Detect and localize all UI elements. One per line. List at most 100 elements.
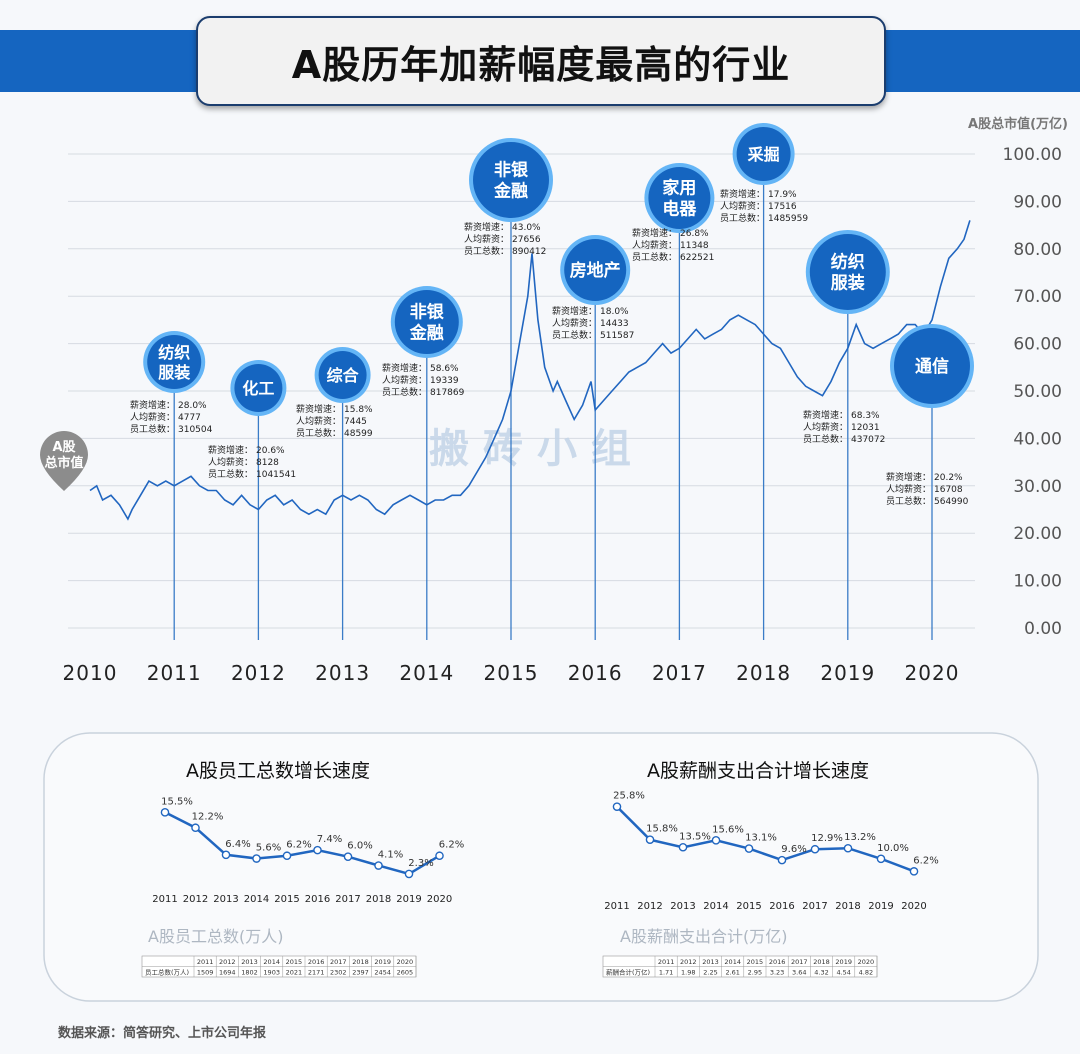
mini-data-label: 12.9% bbox=[811, 833, 843, 844]
mini-x-tick: 2017 bbox=[802, 901, 827, 912]
mini-table-value: 2.25 bbox=[703, 969, 717, 977]
mini-point bbox=[810, 844, 820, 854]
x-tick-label: 2019 bbox=[820, 661, 875, 685]
industry-label: 金融 bbox=[409, 323, 444, 344]
x-tick-label: 2018 bbox=[736, 661, 791, 685]
y-tick-label: 50.00 bbox=[1013, 382, 1062, 402]
mini-table-value: 2.95 bbox=[748, 969, 762, 977]
info-value: 1485959 bbox=[768, 214, 808, 224]
mini-x-tick: 2014 bbox=[244, 894, 269, 905]
mini-table-year: 2015 bbox=[747, 958, 764, 966]
mini-table-year: 2013 bbox=[702, 958, 719, 966]
mini-data-label: 6.2% bbox=[439, 840, 464, 851]
info-key: 员工总数： bbox=[632, 251, 677, 263]
info-value: 4777 bbox=[178, 413, 201, 423]
info-value: 817869 bbox=[430, 388, 465, 398]
industry-label: 家用 bbox=[662, 178, 696, 199]
bottom-panel bbox=[43, 732, 1039, 1002]
mini-point bbox=[435, 851, 444, 861]
mini-table-year: 2012 bbox=[680, 958, 697, 966]
info-value: 15.8% bbox=[344, 405, 373, 415]
info-key: 员工总数： bbox=[552, 329, 597, 341]
industry-label: 化工 bbox=[242, 379, 274, 398]
mini-series-line bbox=[616, 805, 915, 873]
info-value: 58.6% bbox=[430, 364, 459, 374]
info-value: 511587 bbox=[600, 331, 634, 341]
info-key: 人均薪资： bbox=[803, 421, 848, 433]
x-tick-label: 2015 bbox=[484, 661, 539, 685]
mini-x-tick: 2015 bbox=[274, 894, 299, 905]
info-key: 员工总数： bbox=[720, 212, 765, 224]
industry-label: 非银 bbox=[494, 160, 529, 181]
info-key: 薪资增速： bbox=[382, 362, 427, 374]
y-tick-label: 90.00 bbox=[1013, 192, 1062, 212]
source-footer: 数据来源：简答研究、上市公司年报 bbox=[58, 1026, 267, 1041]
info-value: 437072 bbox=[851, 435, 885, 445]
mini-table-year: 2020 bbox=[397, 958, 414, 966]
mini-point bbox=[374, 861, 383, 870]
mini-table-year: 2011 bbox=[658, 958, 675, 966]
mini-data-label: 13.1% bbox=[745, 833, 777, 844]
mini-table-value: 1.71 bbox=[659, 969, 673, 977]
industry-bubble bbox=[894, 328, 970, 404]
mini-point bbox=[343, 852, 353, 861]
info-key: 人均薪资： bbox=[552, 317, 597, 329]
mini-table-caption: A股员工总数(万人) bbox=[148, 927, 283, 946]
mini-point bbox=[282, 851, 292, 861]
mini-x-tick: 2020 bbox=[427, 894, 452, 905]
mini-x-tick: 2011 bbox=[604, 901, 629, 912]
mini-chart-title: A股薪酬支出合计增长速度 bbox=[647, 760, 869, 782]
mini-data-label: 15.6% bbox=[712, 824, 744, 835]
mini-x-tick: 2020 bbox=[901, 901, 926, 912]
industry-label: 服装 bbox=[158, 363, 190, 382]
info-key: 薪资增速： bbox=[632, 227, 677, 239]
mini-table-year: 2014 bbox=[263, 958, 280, 966]
mini-table-value: 2021 bbox=[286, 969, 303, 977]
mini-data-label: 6.4% bbox=[225, 839, 250, 850]
mini-table-year: 2013 bbox=[241, 958, 258, 966]
mini-table-year: 2011 bbox=[197, 958, 214, 966]
mini-point bbox=[876, 854, 886, 864]
mini-table-value: 4.32 bbox=[814, 969, 828, 977]
x-tick-label: 2020 bbox=[905, 661, 960, 685]
mini-x-tick: 2013 bbox=[670, 901, 695, 912]
info-key: 薪资增速： bbox=[720, 188, 765, 200]
info-key: 薪资增速： bbox=[208, 444, 253, 456]
start-marker-label: 总市值 bbox=[44, 455, 83, 471]
info-value: 11348 bbox=[680, 241, 709, 251]
x-tick-label: 2016 bbox=[568, 661, 623, 685]
info-key: 人均薪资： bbox=[886, 483, 931, 495]
industry-bubble bbox=[318, 351, 367, 399]
industry-label: 服装 bbox=[831, 273, 865, 294]
info-key: 人均薪资： bbox=[382, 374, 427, 386]
mini-point bbox=[160, 808, 170, 817]
mini-table-year: 2012 bbox=[219, 958, 236, 966]
y-tick-label: 20.00 bbox=[1013, 524, 1062, 544]
info-key: 人均薪资： bbox=[720, 200, 765, 212]
mini-x-tick: 2018 bbox=[366, 894, 391, 905]
mini-data-label: 6.2% bbox=[286, 840, 311, 851]
info-value: 26.8% bbox=[680, 229, 709, 239]
mini-table-value: 2397 bbox=[352, 969, 369, 977]
mini-x-tick: 2017 bbox=[335, 894, 360, 905]
mini-table-year: 2017 bbox=[330, 958, 347, 966]
mini-data-label: 10.0% bbox=[877, 843, 909, 854]
mini-table-year: 2020 bbox=[858, 958, 875, 966]
info-key: 员工总数： bbox=[464, 245, 509, 257]
industry-label: 纺织 bbox=[158, 343, 190, 362]
mini-data-label: 2.3% bbox=[408, 858, 433, 869]
mini-table-header: 员工总数(万人) bbox=[145, 968, 189, 977]
info-value: 1041541 bbox=[256, 470, 296, 480]
x-tick-label: 2013 bbox=[315, 661, 370, 685]
industry-bubble bbox=[809, 234, 886, 310]
mini-table-value: 1694 bbox=[219, 969, 236, 977]
mini-table-value: 2302 bbox=[330, 969, 347, 977]
y-tick-label: 60.00 bbox=[1013, 335, 1062, 355]
mini-table-year: 2014 bbox=[724, 958, 741, 966]
mini-x-tick: 2016 bbox=[305, 894, 330, 905]
mini-series-line bbox=[164, 811, 441, 876]
info-key: 人均薪资： bbox=[296, 415, 341, 427]
mini-x-tick: 2013 bbox=[213, 894, 238, 905]
info-key: 人均薪资： bbox=[208, 456, 253, 468]
x-tick-label: 2011 bbox=[147, 661, 202, 685]
